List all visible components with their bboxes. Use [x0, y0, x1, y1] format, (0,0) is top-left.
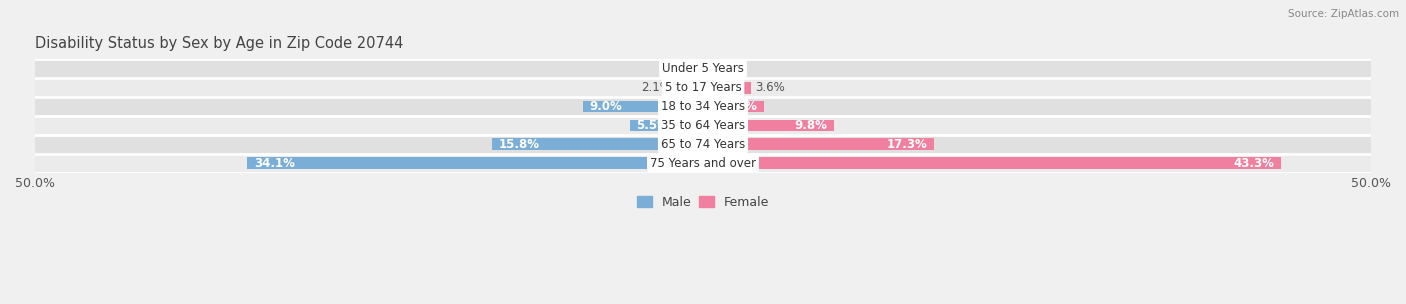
Bar — [35, 78, 1371, 97]
Bar — [247, 157, 703, 169]
Text: 5.5%: 5.5% — [636, 119, 669, 132]
Bar — [492, 138, 703, 150]
Text: 75 Years and over: 75 Years and over — [650, 157, 756, 170]
Text: 15.8%: 15.8% — [499, 138, 540, 151]
Bar — [703, 157, 1281, 169]
Text: Disability Status by Sex by Age in Zip Code 20744: Disability Status by Sex by Age in Zip C… — [35, 36, 404, 51]
Bar — [675, 82, 703, 94]
Text: 17.3%: 17.3% — [887, 138, 928, 151]
Text: 0.0%: 0.0% — [669, 62, 699, 75]
Text: Source: ZipAtlas.com: Source: ZipAtlas.com — [1288, 9, 1399, 19]
Text: 43.3%: 43.3% — [1234, 157, 1275, 170]
Bar — [582, 101, 703, 112]
Bar — [35, 135, 1371, 154]
Bar — [703, 119, 834, 131]
Bar — [35, 97, 1371, 116]
Text: Under 5 Years: Under 5 Years — [662, 62, 744, 75]
Bar — [35, 116, 1371, 135]
Text: 18 to 34 Years: 18 to 34 Years — [661, 100, 745, 113]
Bar — [35, 59, 1371, 78]
Text: 35 to 64 Years: 35 to 64 Years — [661, 119, 745, 132]
Text: 3.6%: 3.6% — [755, 81, 785, 94]
Text: 2.1%: 2.1% — [641, 81, 671, 94]
Legend: Male, Female: Male, Female — [631, 191, 775, 214]
Text: 5 to 17 Years: 5 to 17 Years — [665, 81, 741, 94]
Text: 65 to 74 Years: 65 to 74 Years — [661, 138, 745, 151]
Text: 4.6%: 4.6% — [725, 100, 758, 113]
Text: 9.0%: 9.0% — [589, 100, 623, 113]
Bar — [703, 82, 751, 94]
Bar — [35, 154, 1371, 173]
Text: 0.0%: 0.0% — [707, 62, 737, 75]
Bar — [703, 101, 765, 112]
Bar — [703, 138, 934, 150]
Text: 9.8%: 9.8% — [794, 119, 827, 132]
Bar — [630, 119, 703, 131]
Text: 34.1%: 34.1% — [254, 157, 295, 170]
